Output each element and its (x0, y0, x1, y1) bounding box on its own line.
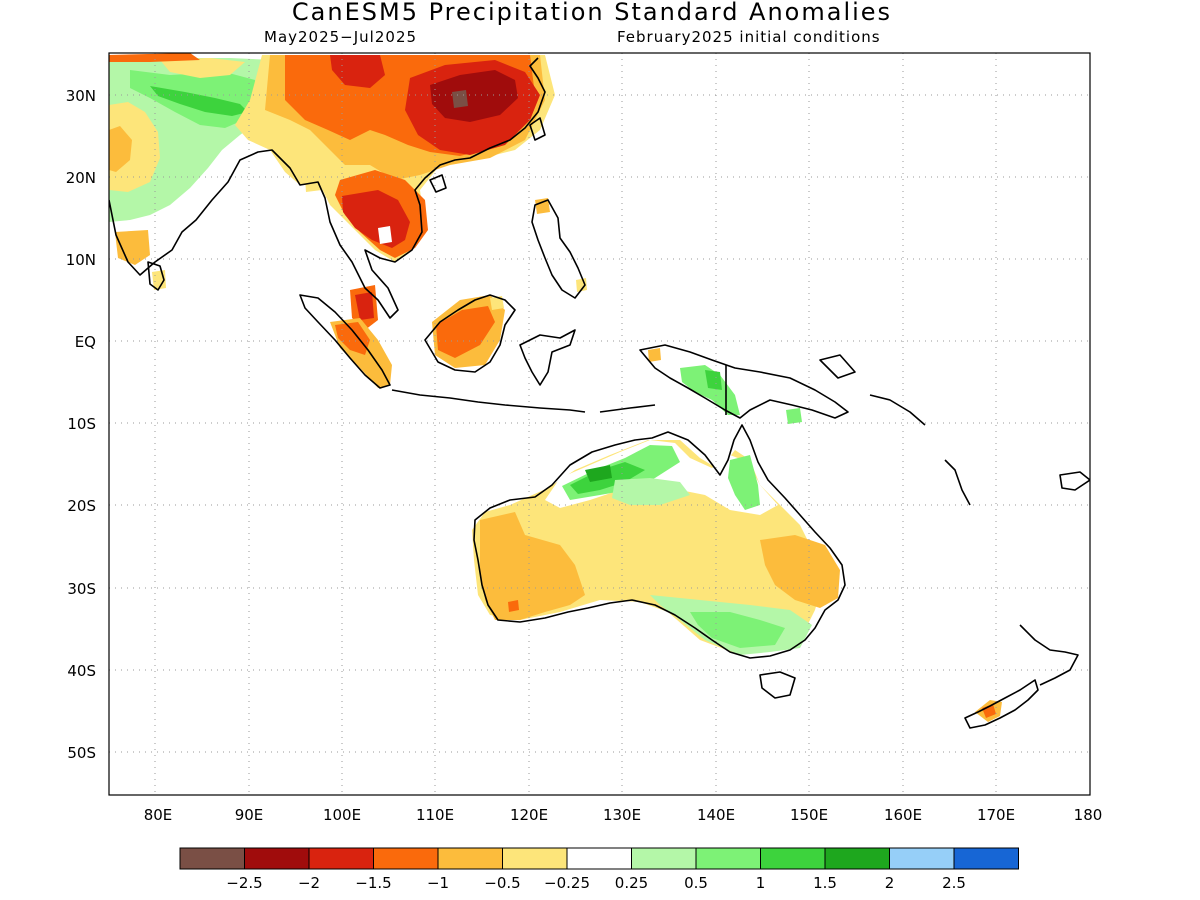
lat-tick-label: 30S (67, 580, 96, 598)
legend-labels: −2.5 −2 −1.5 −1 −0.5 −0.25 0.25 0.5 1 1.5 2 2.5 (226, 874, 966, 892)
lon-tick-label: 80E (144, 806, 173, 824)
legend-swatch (502, 847, 568, 870)
lat-tick-label: 30N (66, 87, 96, 105)
coastlines (109, 57, 1090, 729)
lon-tick-label: 150E (790, 806, 828, 824)
lon-tick-label: 130E (603, 806, 641, 824)
lat-tick-label: 20N (66, 169, 96, 187)
latitude-axis: 30N 20N 10N EQ 10S 20S 30S 40S 50S (66, 87, 96, 762)
legend-label: −2 (298, 874, 320, 892)
legend-swatch (760, 847, 826, 870)
lon-tick-label: 170E (977, 806, 1015, 824)
lat-tick-label: 40S (67, 662, 96, 680)
lat-tick-label: EQ (75, 333, 96, 351)
lon-tick-label: 100E (323, 806, 361, 824)
lat-tick-label: 10N (66, 251, 96, 269)
lon-tick-label: 140E (697, 806, 735, 824)
legend-swatch (889, 847, 955, 870)
lon-tick-label: 180 (1074, 806, 1103, 824)
longitude-axis: 80E 90E 100E 110E 120E 130E 140E 150E 16… (144, 806, 1103, 824)
legend-swatch (179, 847, 245, 870)
legend-label: 2.5 (942, 874, 966, 892)
legend-swatch (244, 847, 310, 870)
lat-tick-label: 50S (67, 744, 96, 762)
forecast-period: May2025−Jul2025 (264, 28, 418, 46)
anomaly-shading (109, 53, 1002, 722)
legend-swatch (308, 847, 374, 870)
legend-label: 1 (756, 874, 766, 892)
lon-tick-label: 120E (510, 806, 548, 824)
legend-label: 1.5 (813, 874, 837, 892)
legend-swatches (179, 847, 1019, 870)
legend-swatch (824, 847, 890, 870)
map-plot-area (109, 53, 1090, 795)
legend-label: −0.25 (544, 874, 590, 892)
legend-label: −2.5 (226, 874, 262, 892)
legend-swatch (631, 847, 697, 870)
legend-label: 2 (885, 874, 895, 892)
graticule (109, 53, 1090, 795)
lat-tick-label: 10S (67, 415, 96, 433)
lon-tick-label: 110E (416, 806, 454, 824)
legend-swatch (566, 847, 632, 870)
initial-conditions: February2025 initial conditions (617, 28, 881, 46)
color-legend: −2.5 −2 −1.5 −1 −0.5 −0.25 0.25 0.5 1 1.5 2 2.5 (179, 847, 1019, 892)
legend-label: −0.5 (484, 874, 520, 892)
legend-label: −1 (427, 874, 449, 892)
legend-swatch (373, 847, 439, 870)
legend-swatch (695, 847, 761, 870)
legend-label: 0.25 (615, 874, 648, 892)
plot-frame (108, 52, 1091, 796)
map-title: CanESM5 Precipitation Standard Anomalies (291, 0, 893, 26)
legend-label: 0.5 (684, 874, 708, 892)
lat-tick-label: 20S (67, 497, 96, 515)
lon-tick-label: 90E (235, 806, 264, 824)
legend-swatch (437, 847, 503, 870)
lon-tick-label: 160E (884, 806, 922, 824)
legend-label: −1.5 (355, 874, 391, 892)
legend-swatch (953, 847, 1019, 870)
